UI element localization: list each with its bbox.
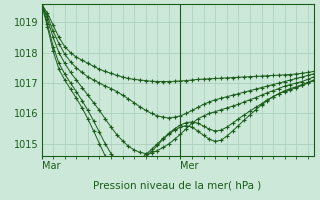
X-axis label: Pression niveau de la mer( hPa ): Pression niveau de la mer( hPa ) (93, 180, 262, 190)
Text: Mer: Mer (180, 161, 199, 171)
Text: Mar: Mar (42, 161, 60, 171)
